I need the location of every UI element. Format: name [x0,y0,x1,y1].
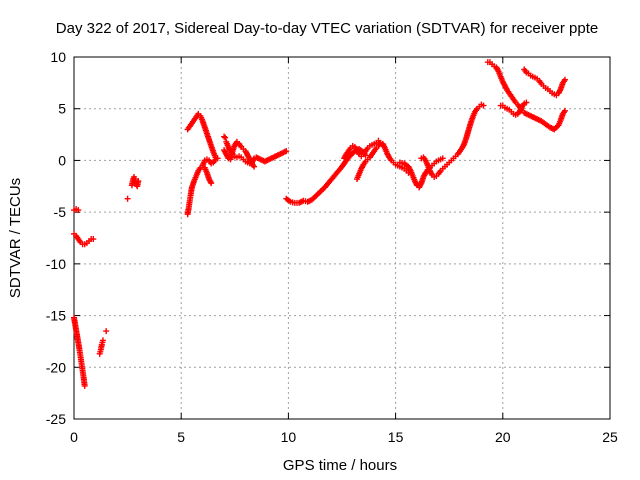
data-point [561,107,568,114]
data-point [99,337,106,344]
y-tick-label: 10 [50,49,66,65]
data-point [480,102,487,109]
plot-frame [73,56,611,420]
x-tick-label: 25 [602,429,618,445]
y-tick-label: 5 [58,101,66,117]
chart-title: Day 322 of 2017, Sidereal Day-to-day VTE… [56,20,598,37]
data-point [90,236,97,243]
y-tick-label: -5 [54,204,67,220]
x-tick-label: 10 [281,429,297,445]
x-axis-label: GPS time / hours [283,457,397,474]
y-tick-label: -25 [46,411,66,427]
data-point [103,328,110,335]
data-point [283,148,290,155]
data-point [81,382,88,389]
x-tick-label: 0 [70,429,78,445]
grid-lines [74,57,610,419]
axis-ticks: 0 5 10 15 20 25 -25 -20 -15 -10 -5 0 5 10 [46,49,618,445]
x-tick-label: 20 [495,429,511,445]
y-tick-label: -10 [46,256,66,272]
data-point [439,155,446,162]
data-point [75,207,82,214]
x-tick-label: 5 [177,429,185,445]
data-point [221,133,228,140]
y-tick-label: -20 [46,359,66,375]
data-point [523,99,530,106]
data-point [222,134,229,141]
data-point [135,178,142,185]
y-tick-label: -15 [46,308,66,324]
data-point [251,163,258,170]
x-tick-label: 15 [388,429,404,445]
y-axis-label: SDTVAR / TECUs [7,178,24,298]
data-point [124,195,131,202]
data-points [71,59,568,389]
data-point [208,180,215,187]
data-point [212,156,219,163]
y-tick-label: 0 [58,152,66,168]
data-point [561,76,568,83]
